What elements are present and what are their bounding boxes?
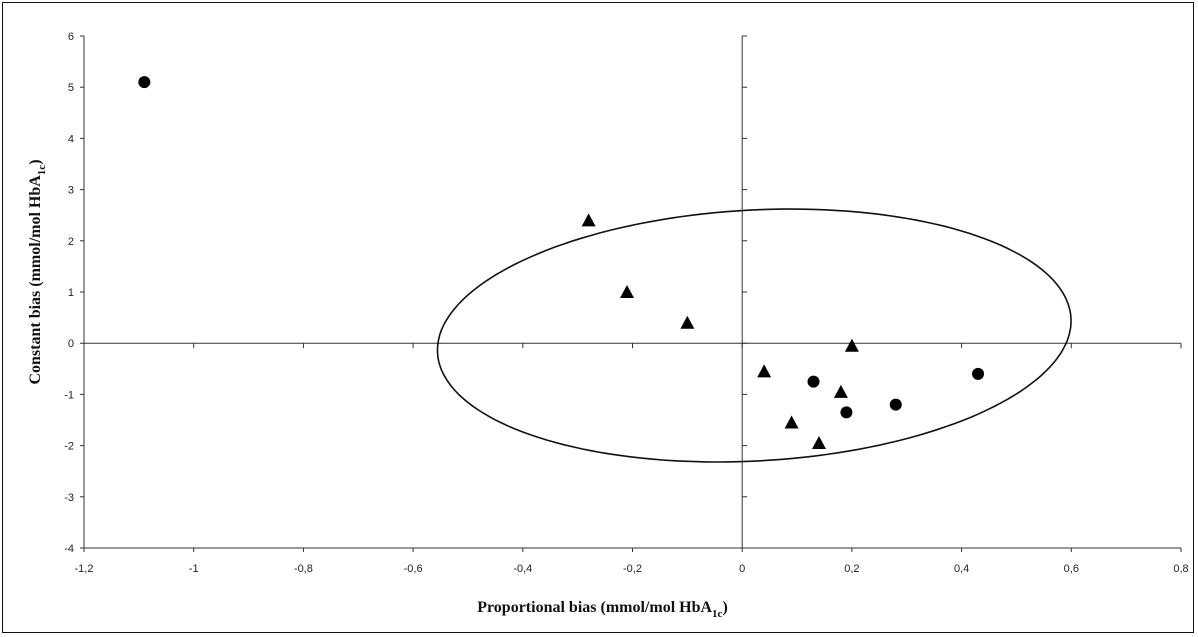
y-tick-label: 3: [68, 185, 74, 197]
x-tick-label: -0,4: [513, 563, 532, 575]
y-tick-label: 0: [68, 338, 74, 350]
y-tick-label: 4: [68, 133, 74, 145]
circle-point: [889, 398, 902, 411]
x-tick-label: 0,2: [844, 563, 859, 575]
y-axis-label: Constant bias (mmol/mol HbA1c): [27, 159, 48, 384]
triangle-point: [581, 213, 596, 227]
x-tick-label: 0: [739, 563, 745, 575]
y-tick-label: -3: [64, 492, 74, 504]
x-tick-label: 0,4: [954, 563, 969, 575]
x-tick-label: 0,8: [1173, 563, 1188, 575]
x-tick-label: -0,2: [623, 563, 642, 575]
confidence-ellipse: [436, 208, 1072, 463]
circle-point: [138, 76, 151, 89]
circle-point: [807, 375, 820, 388]
circle-point: [840, 406, 853, 419]
triangle-point: [833, 384, 848, 398]
x-tick-label: -0,6: [404, 563, 423, 575]
y-tick-label: -1: [64, 389, 74, 401]
x-tick-label: -1: [189, 563, 199, 575]
y-tick-label: 2: [68, 236, 74, 248]
x-tick-label: -1,2: [75, 563, 94, 575]
y-tick-label: -4: [64, 543, 74, 555]
triangle-point: [811, 436, 826, 450]
triangle-point: [620, 285, 635, 298]
triangle-point: [784, 415, 799, 429]
circle-point: [972, 367, 985, 380]
y-tick-label: 5: [68, 82, 74, 94]
y-tick-label: -2: [64, 441, 74, 453]
triangle-point: [844, 338, 859, 352]
x-tick-label: -0,8: [294, 563, 313, 575]
y-tick-label: 1: [68, 287, 74, 299]
x-axis-label: Proportional bias (mmol/mol HbA1c): [477, 599, 728, 620]
x-tick-label: 0,6: [1064, 563, 1079, 575]
y-tick-label: 6: [68, 31, 74, 43]
triangle-point: [680, 315, 695, 329]
triangle-point: [757, 364, 772, 378]
